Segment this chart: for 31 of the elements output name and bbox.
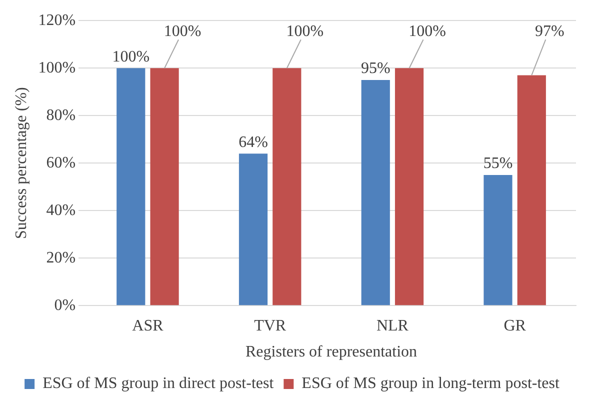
bar xyxy=(238,154,268,306)
bar xyxy=(272,68,302,306)
x-tick-label: GR xyxy=(504,317,526,334)
bar xyxy=(116,68,146,306)
data-label: 55% xyxy=(483,155,513,172)
y-tick-label: 60% xyxy=(46,154,76,172)
x-tick-label: ASR xyxy=(132,317,164,334)
data-label: 100% xyxy=(286,22,324,40)
x-axis-title: Registers of representation xyxy=(246,344,418,361)
data-label: 100% xyxy=(164,22,202,40)
data-label: 100% xyxy=(408,22,446,40)
data-label: 97% xyxy=(534,22,564,40)
x-tick-label: TVR xyxy=(254,317,286,334)
data-label: 95% xyxy=(360,60,390,78)
data-label: 64% xyxy=(238,134,268,151)
legend-label: ESG of MS group in long-term post-test xyxy=(302,375,560,392)
y-tick-label: 20% xyxy=(46,249,76,266)
bar xyxy=(394,68,424,306)
y-tick-label: 0% xyxy=(54,296,76,314)
x-tick-label: NLR xyxy=(376,317,409,334)
data-label: 100% xyxy=(112,48,150,66)
y-tick-label: 80% xyxy=(46,106,76,124)
y-tick-label: 120% xyxy=(38,12,76,29)
bar xyxy=(484,174,512,306)
bar xyxy=(150,68,179,306)
legend-label: ESG of MS group in direct post-test xyxy=(42,375,274,392)
y-tick-label: 100% xyxy=(38,59,76,76)
y-tick-label: 40% xyxy=(46,202,76,219)
y-axis-title: Success percentage (%) xyxy=(12,87,30,240)
bar xyxy=(361,80,390,306)
bar xyxy=(517,75,546,306)
